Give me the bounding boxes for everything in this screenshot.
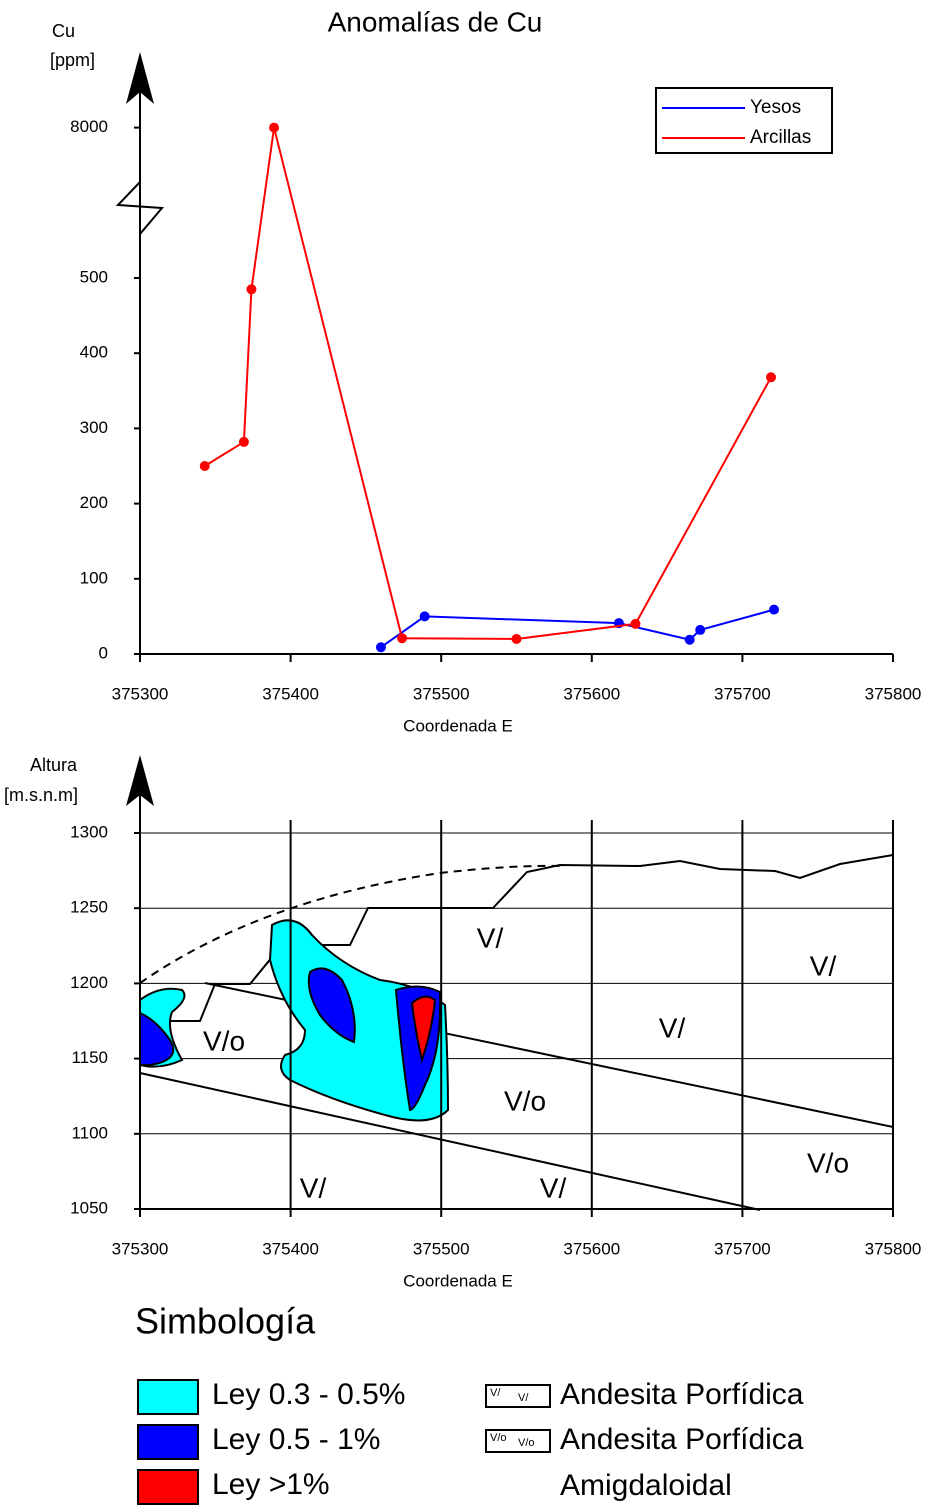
point: [375, 642, 386, 653]
legend-icon-label: V/o: [518, 1437, 535, 1449]
y-tick-label: 100: [80, 568, 108, 587]
y-axis-arrow: [126, 52, 154, 104]
anomaly-mid-1: [307, 967, 356, 1044]
rock-label: V/: [810, 950, 837, 981]
y-tick-label: 8000: [70, 117, 108, 136]
point: [246, 284, 257, 295]
legend-icon-label: V/o: [490, 1432, 507, 1444]
rock-label: V/: [300, 1172, 327, 1203]
point: [630, 618, 641, 629]
point: [769, 604, 780, 615]
x-tick-label: 375400: [262, 1239, 319, 1258]
legend-icon: [485, 1384, 551, 1408]
x-tick-label: 375500: [413, 1239, 470, 1258]
legend-swatch: [137, 1424, 199, 1460]
point: [269, 122, 280, 133]
x-tick-label: 375700: [714, 1239, 771, 1258]
y-axis-arrow: [126, 755, 154, 806]
legend-icon-label: V/: [490, 1387, 501, 1399]
y-axis-label: Cu: [52, 21, 75, 41]
y-tick-label: 1050: [70, 1198, 108, 1217]
legend-label: Ley >1%: [212, 1468, 330, 1501]
legend-box: [655, 87, 833, 154]
point: [766, 372, 777, 383]
x-tick-label: 375300: [112, 1239, 169, 1258]
legend-swatch: [137, 1379, 199, 1415]
rock-label: V/: [540, 1172, 567, 1203]
point: [199, 461, 210, 471]
legend-title: Simbología: [135, 1301, 316, 1342]
y-axis-label: Altura: [30, 755, 78, 775]
x-tick-label: 375300: [112, 684, 169, 703]
x-tick-label: 375700: [714, 684, 771, 703]
y-tick-label: 1150: [71, 1048, 108, 1067]
legend-label: Andesita Porfídica: [560, 1423, 804, 1456]
contact-lower: [139, 1072, 761, 1211]
x-tick-label: 375800: [865, 684, 922, 703]
y-tick-label: 1300: [70, 822, 108, 841]
anomaly-mid-left: [139, 1011, 175, 1066]
y-tick-label: 200: [80, 493, 108, 512]
y-tick-label: 400: [80, 343, 108, 362]
legend-label: Ley 0.3 - 0.5%: [212, 1378, 405, 1411]
y-axis: [115, 92, 165, 654]
chart-title: Anomalías de Cu: [328, 6, 543, 37]
rock-label: V/o: [203, 1025, 245, 1056]
anomaly-high: [410, 995, 437, 1064]
x-tick-label: 375600: [563, 1239, 620, 1258]
point: [397, 633, 408, 644]
legend-icon-label: V/: [518, 1392, 529, 1404]
legend-label: Andesita Porfídica: [560, 1378, 804, 1411]
series-line: [204, 127, 772, 640]
rock-label: V/o: [807, 1147, 849, 1178]
point: [684, 634, 695, 645]
y-tick-label: 0: [99, 643, 108, 662]
y-tick-label: 300: [80, 418, 108, 437]
y-tick-label: 1250: [70, 898, 108, 917]
legend-label: Yesos: [750, 97, 801, 118]
y-tick-label: 500: [80, 267, 108, 286]
y-axis-label: [ppm]: [50, 50, 95, 70]
point: [511, 633, 522, 644]
x-tick-label: 375800: [865, 1239, 922, 1258]
x-axis-label: Coordenada E: [403, 716, 513, 735]
point: [695, 624, 706, 635]
section-geology: [139, 854, 894, 1211]
x-axis-label: Coordenada E: [403, 1271, 513, 1290]
rock-label: V/o: [504, 1085, 546, 1116]
legend-swatch: [137, 1469, 199, 1505]
x-tick-label: 375600: [563, 684, 620, 703]
rock-label: V/: [659, 1012, 686, 1043]
y-axis-label: [m.s.n.m]: [4, 785, 78, 805]
legend-icon: [485, 1429, 551, 1453]
y-tick-label: 1200: [70, 973, 108, 992]
rock-label: V/: [477, 922, 504, 953]
x-tick-label: 375400: [262, 684, 319, 703]
legend-label: Ley 0.5 - 1%: [212, 1423, 380, 1456]
point: [238, 436, 249, 447]
topography: [155, 854, 894, 1022]
legend-label: Amigdaloidal: [560, 1469, 732, 1502]
point: [419, 611, 430, 622]
x-tick-label: 375500: [413, 684, 470, 703]
legend-label: Arcillas: [750, 127, 811, 148]
eroded-surface: [139, 864, 561, 984]
y-tick-label: 1100: [71, 1123, 108, 1142]
series-line: [380, 608, 775, 649]
